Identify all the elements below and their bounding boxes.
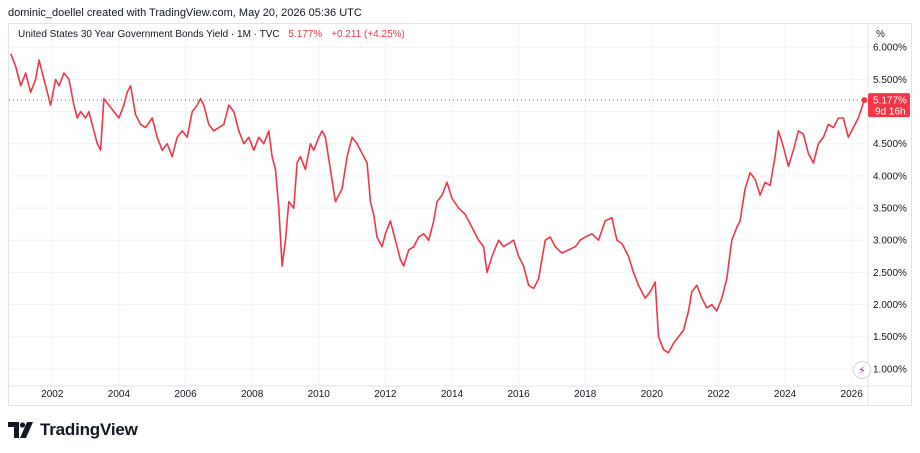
- x-tick-label: 2004: [108, 389, 131, 400]
- x-tick-label: 2024: [774, 389, 797, 400]
- x-tick-label: 2014: [441, 389, 464, 400]
- x-tick-label: 2026: [841, 389, 864, 400]
- x-tick-label: 2018: [574, 389, 597, 400]
- legend-change: +0.211 (+4.25%): [331, 29, 405, 40]
- x-tick-label: 2006: [174, 389, 197, 400]
- tradingview-logo-icon: [8, 422, 33, 438]
- y-tick-label: 4.500%: [873, 139, 907, 150]
- y-tick-label: 2.500%: [873, 268, 907, 279]
- x-tick-label: 2020: [641, 389, 664, 400]
- x-tick-label: 2008: [241, 389, 264, 400]
- x-tick-label: 2016: [507, 389, 530, 400]
- y-tick-label: 1.500%: [873, 332, 907, 343]
- last-price-tag: [868, 93, 910, 118]
- y-tick-label: 3.500%: [873, 204, 907, 215]
- legend-price: 5.177%: [288, 29, 323, 40]
- grid-layer: [9, 24, 868, 385]
- tradingview-brand[interactable]: TradingView: [8, 418, 138, 442]
- chart-panel[interactable]: [8, 23, 912, 406]
- time-axis[interactable]: 2002 2004 2006 2008 2010 2012 2014 2016 2018 2020…: [9, 385, 911, 400]
- x-tick-label: 2002: [41, 389, 64, 400]
- price-tag-layer: 5.177%9d 16h: [868, 93, 910, 118]
- yield-series-line: [9, 53, 866, 354]
- lightning-icon[interactable]: ⚡: [853, 361, 871, 379]
- y-tick-label: 1.000%: [873, 364, 907, 375]
- last-point-marker: [861, 97, 868, 104]
- y-tick-label: 6.000%: [873, 43, 907, 54]
- x-tick-label: 2022: [707, 389, 730, 400]
- price-axis[interactable]: 6.000%5.500%5.000%4.500%4.000%3.500%3.00…: [867, 24, 907, 405]
- x-tick-label: 2012: [374, 389, 397, 400]
- countdown-label: 9d 16h: [875, 107, 906, 118]
- brand-name: TradingView: [40, 420, 138, 439]
- legend-symbol: United States 30 Year Government Bonds Y…: [18, 29, 280, 40]
- y-tick-label: 2.000%: [873, 300, 907, 311]
- series-layer: [9, 53, 868, 354]
- y-unit-label: %: [876, 29, 885, 40]
- chart-legend[interactable]: United States 30 Year Government Bonds Y…: [18, 29, 405, 40]
- chart-attribution: dominic_doellel created with TradingView…: [8, 7, 362, 19]
- y-tick-label: 4.000%: [873, 171, 907, 182]
- y-tick-label: 5.500%: [873, 75, 907, 86]
- y-tick-label: 3.000%: [873, 236, 907, 247]
- last-price-tag-value: 5.177%: [873, 96, 907, 107]
- x-tick-label: 2010: [308, 389, 331, 400]
